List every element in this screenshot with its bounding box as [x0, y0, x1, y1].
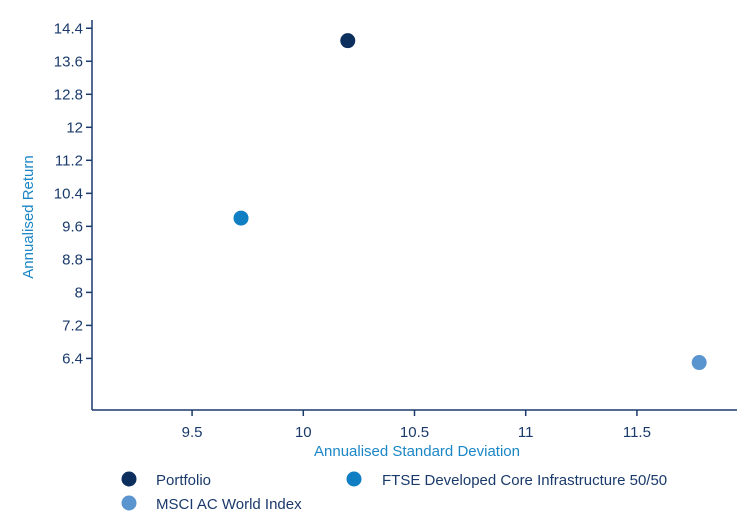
y-tick-label: 12	[66, 119, 83, 136]
y-tick-label: 13.6	[54, 53, 83, 70]
y-tick-label: 7.2	[62, 317, 83, 334]
legend-marker-1	[346, 471, 362, 487]
data-point-2	[691, 355, 707, 371]
y-tick-label: 8.8	[62, 251, 83, 268]
y-tick-label: 10.4	[54, 185, 83, 202]
legend: Portfolio FTSE Developed Core Infrastruct…	[121, 471, 667, 513]
y-tick-label: 6.4	[62, 350, 83, 367]
x-tick-label: 10.5	[400, 424, 429, 441]
x-axis-ticks: 9.5 10 10.5 11 11.5	[182, 410, 651, 441]
y-tick-label: 9.6	[62, 218, 83, 235]
axes	[91, 20, 737, 411]
legend-label-0: Portfolio	[156, 472, 211, 489]
x-tick-label: 11	[518, 424, 534, 441]
legend-marker-2	[121, 495, 137, 511]
legend-label-1: FTSE Developed Core Infrastructure 50/50	[382, 472, 667, 489]
x-tick-label: 9.5	[182, 424, 203, 441]
y-tick-label: 11.2	[55, 152, 83, 169]
data-point-1	[233, 210, 249, 226]
y-tick-label: 8	[75, 284, 83, 301]
x-tick-label: 11.5	[623, 424, 651, 441]
y-axis-ticks: 6.4 7.2 8 8.8 9.6 10.4 11.2 12 12.8 13.6 14.4	[54, 20, 92, 367]
data-point-0	[340, 33, 356, 49]
x-axis-title: Annualised Standard Deviation	[314, 443, 520, 460]
y-axis-title: Annualised Return	[20, 155, 37, 278]
y-tick-label: 12.8	[54, 86, 83, 103]
legend-marker-0	[121, 471, 137, 487]
legend-label-2: MSCI AC World Index	[156, 496, 302, 513]
y-tick-label: 14.4	[54, 20, 83, 37]
data-points	[233, 33, 707, 371]
x-tick-label: 10	[295, 424, 312, 441]
